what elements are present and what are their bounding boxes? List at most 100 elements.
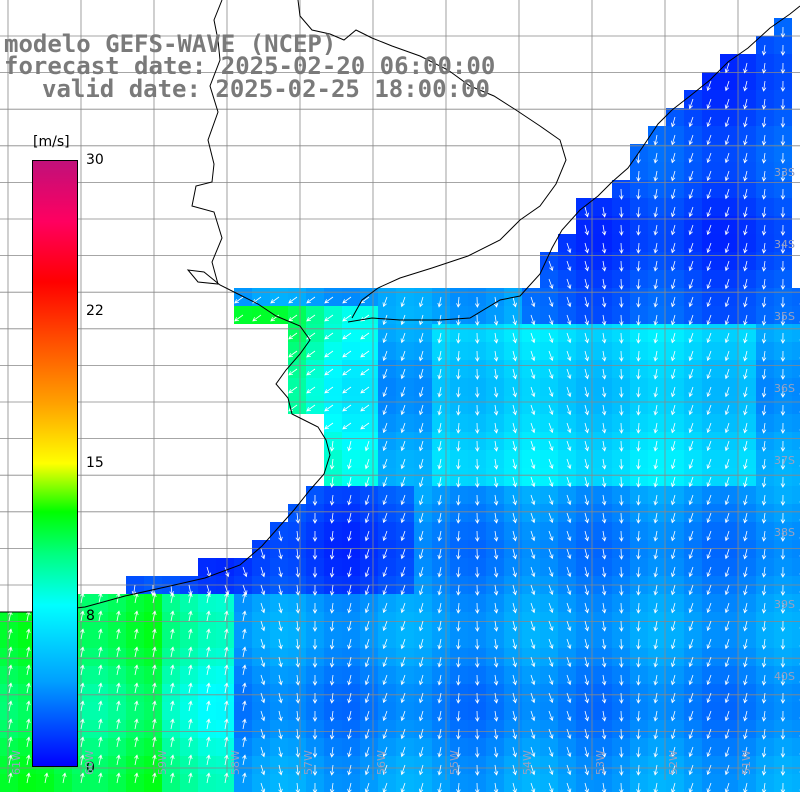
wind-arrow [437, 692, 442, 704]
wind-cell [792, 558, 800, 576]
wind-arrow [456, 530, 461, 542]
wind-arrow [584, 314, 589, 326]
wind-arrow [743, 602, 748, 614]
wind-arrow [116, 700, 121, 712]
wind-arrows [8, 26, 800, 794]
wind-arrow [312, 782, 318, 794]
wind-arrow [724, 422, 730, 434]
wind-arrow [26, 772, 31, 784]
wind-arrow [382, 422, 388, 434]
wind-arrow [382, 620, 388, 632]
wind-arrow [400, 422, 406, 434]
wind-arrow [653, 458, 658, 470]
wind-arrow [636, 278, 641, 290]
wind-arrow [761, 314, 767, 326]
wind-arrow [206, 772, 211, 784]
wind-arrow [584, 422, 589, 434]
wind-arrow [493, 440, 499, 452]
wind-arrow [278, 656, 283, 668]
wind-arrow [706, 170, 712, 182]
wind-arrow [706, 530, 712, 542]
wind-arrow [780, 152, 786, 164]
wind-arrow [364, 602, 370, 614]
wind-arrow [566, 548, 572, 560]
wind-arrow [306, 296, 316, 304]
wind-arrow [670, 548, 676, 560]
wind-arrow [653, 512, 658, 524]
wind-cell [792, 774, 800, 792]
wind-arrow [743, 422, 748, 434]
wind-arrow [743, 638, 748, 650]
wind-arrow [584, 278, 589, 290]
wind-arrow [724, 296, 730, 308]
wind-arrow [437, 530, 442, 542]
wind-arrow [584, 458, 589, 470]
wind-arrow [636, 692, 641, 704]
wind-arrow [548, 674, 554, 686]
wind-arrow [400, 530, 406, 542]
wind-arrow [329, 602, 335, 614]
title-valid-date: valid date: 2025-02-25 18:00:00 [42, 75, 490, 103]
wind-arrow [260, 710, 266, 722]
wind-arrow [548, 386, 554, 398]
wind-arrow [601, 746, 607, 758]
wind-arrow [601, 278, 607, 290]
wind-arrow [260, 692, 266, 704]
wind-arrow [347, 548, 352, 560]
wind-arrow [512, 476, 517, 488]
wind-arrow [347, 656, 352, 668]
wind-arrow [456, 512, 461, 524]
wind-arrow [456, 746, 461, 758]
wind-arrow [601, 764, 607, 776]
wind-arrow [347, 674, 352, 686]
colorbar-tick-30: 30 [86, 152, 104, 168]
wind-arrow [493, 692, 499, 704]
wind-arrow [475, 314, 480, 326]
wind-arrow [26, 682, 31, 694]
wind-arrow [724, 368, 730, 380]
wind-arrow [780, 602, 786, 614]
wind-arrow [724, 332, 730, 344]
wind-arrow [619, 296, 624, 308]
wind-arrow [548, 548, 554, 560]
wind-arrow [601, 692, 607, 704]
wind-arrow [530, 512, 536, 524]
wind-arrow [724, 584, 730, 596]
wind-arrow [743, 512, 748, 524]
wind-arrow [548, 782, 554, 794]
wind-arrow [170, 628, 175, 640]
wind-arrow [530, 296, 536, 308]
wind-arrow [601, 782, 607, 794]
wind-arrow [761, 512, 767, 524]
wind-arrow [566, 350, 572, 362]
wind-arrow [670, 368, 676, 380]
wind-arrow [418, 440, 424, 452]
wind-arrow [566, 566, 572, 578]
wind-arrow [601, 224, 607, 236]
wind-arrow [456, 422, 461, 434]
wind-arrow [688, 458, 694, 470]
wind-arrow [584, 440, 589, 452]
wind-arrow [252, 314, 262, 322]
wind-arrow [512, 422, 517, 434]
wind-arrow [242, 566, 248, 578]
wind-arrow [761, 62, 767, 74]
wind-arrow [743, 692, 748, 704]
wind-arrow [566, 620, 572, 632]
wind-arrow [98, 610, 103, 622]
wind-arrow [360, 350, 370, 358]
wind-arrow [295, 548, 301, 560]
wind-arrow [329, 476, 335, 488]
wind-arrow [548, 728, 554, 740]
longitude-label: 61W [10, 750, 23, 775]
wind-arrow [724, 206, 730, 218]
wind-arrow [688, 584, 694, 596]
wind-arrow [260, 548, 266, 560]
wind-arrow [242, 682, 247, 694]
wind-arrow [312, 602, 318, 614]
wind-arrow [312, 512, 318, 524]
wind-arrow [743, 80, 748, 92]
longitude-label: 56W [375, 750, 388, 775]
wind-arrow [601, 422, 607, 434]
colorbar-tick-15: 15 [86, 455, 104, 471]
